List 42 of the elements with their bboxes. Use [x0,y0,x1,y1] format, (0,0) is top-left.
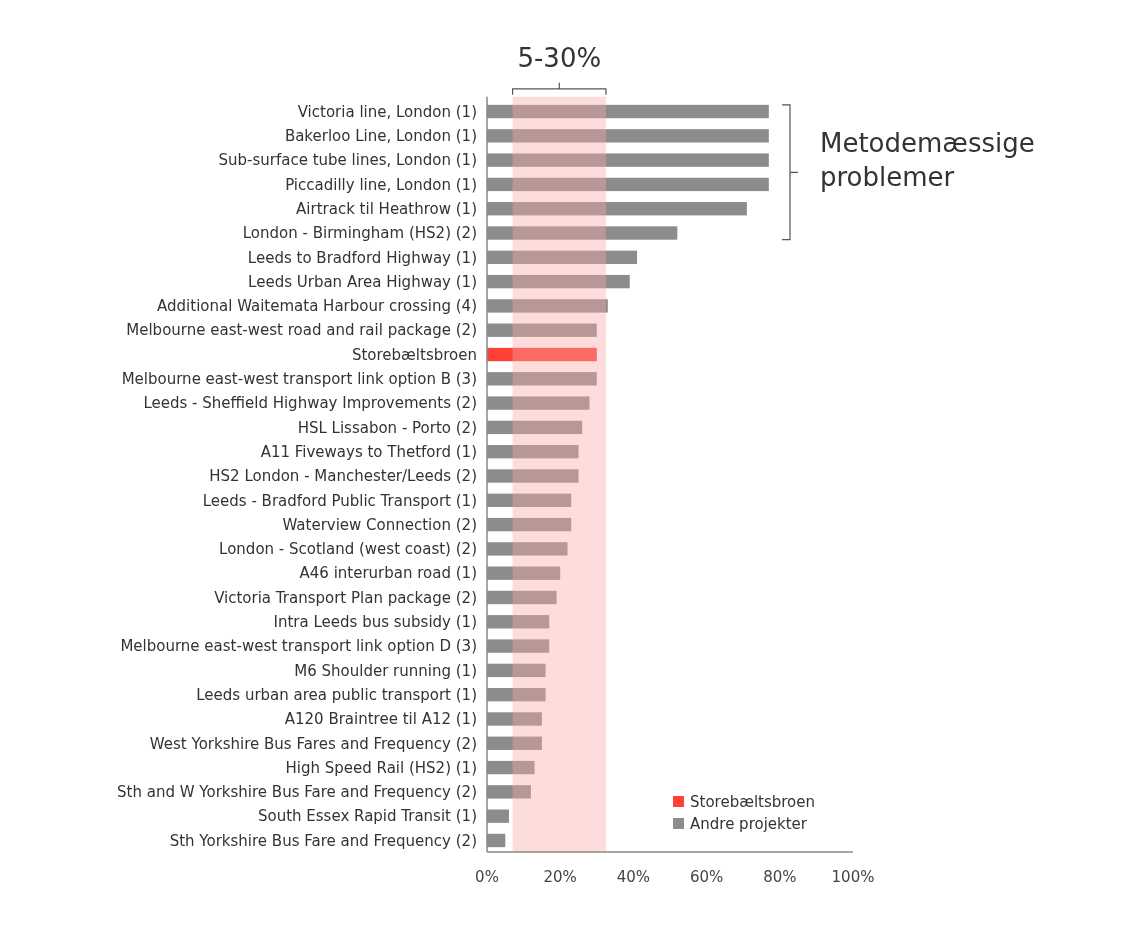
y-tick-label: South Essex Rapid Transit (1) [257,807,477,826]
legend-label: Storebæltsbroen [690,793,816,812]
y-tick-label: A11 Fiveways to Thetford (1) [260,442,477,461]
legend-label: Andre projekter [690,815,808,834]
y-tick-label: Sth Yorkshire Bus Fare and Frequency (2) [169,831,477,850]
y-tick-label: Leeds - Sheffield Highway Improvements (2) [143,394,477,413]
y-tick-label: Sub-surface tube lines, London (1) [218,151,477,170]
y-tick-label: Piccadilly line, London (1) [285,175,477,194]
y-tick-label: Victoria Transport Plan package (2) [214,588,477,607]
y-tick-label: Intra Leeds bus subsidy (1) [273,613,477,632]
y-tick-label: Leeds to Bradford Highway (1) [247,248,477,267]
x-tick-label: 20% [543,868,577,886]
y-tick-label: HS2 London - Manchester/Leeds (2) [209,467,477,486]
x-tick-label: 60% [689,868,724,886]
y-tick-label: Bakerloo Line, London (1) [284,127,477,146]
y-tick-label: A46 interurban road (1) [299,564,477,583]
y-tick-label: A120 Braintree til A12 (1) [284,710,477,729]
y-tick-label: Victoria line, London (1) [297,102,477,121]
y-tick-label: M6 Shoulder running (1) [294,661,477,680]
y-tick-label: Airtrack til Heathrow (1) [296,199,477,218]
y-tick-label: London - Birmingham (HS2) (2) [242,224,477,243]
y-tick-label: Melbourne east-west road and rail package (2) [126,321,477,340]
y-tick-label: West Yorkshire Bus Fares and Frequency (2) [149,734,477,753]
y-tick-label: HSL Lissabon - Porto (2) [297,418,477,437]
x-tick-label: 100% [831,868,875,886]
y-tick-label: Sth and W Yorkshire Bus Fare and Frequency (2) [117,783,477,802]
y-tick-label: Leeds - Bradford Public Transport (1) [202,491,477,510]
y-tick-label: Leeds Urban Area Highway (1) [248,272,477,291]
y-tick-label: Storebæltsbroen [351,345,477,364]
y-tick-label: Waterview Connection (2) [282,515,477,534]
annotation: Metodemæssige problemer [820,128,1035,193]
band-label: 5-30% [517,42,602,73]
bar [487,347,597,362]
x-tick-label: 40% [616,868,651,886]
x-tick-label: 0% [475,868,499,886]
y-tick-label: London - Scotland (west coast) (2) [219,540,477,559]
y-tick-label: Additional Waitemata Harbour crossing (4) [157,297,477,316]
y-tick-label: Melbourne east-west transport link option D (3) [120,637,477,656]
y-tick-label: High Speed Rail (HS2) (1) [285,758,477,777]
y-tick-label: Leeds urban area public transport (1) [196,685,477,704]
x-tick-label: 80% [763,868,797,886]
y-tick-label: Melbourne east-west transport link option B (3) [121,370,477,389]
